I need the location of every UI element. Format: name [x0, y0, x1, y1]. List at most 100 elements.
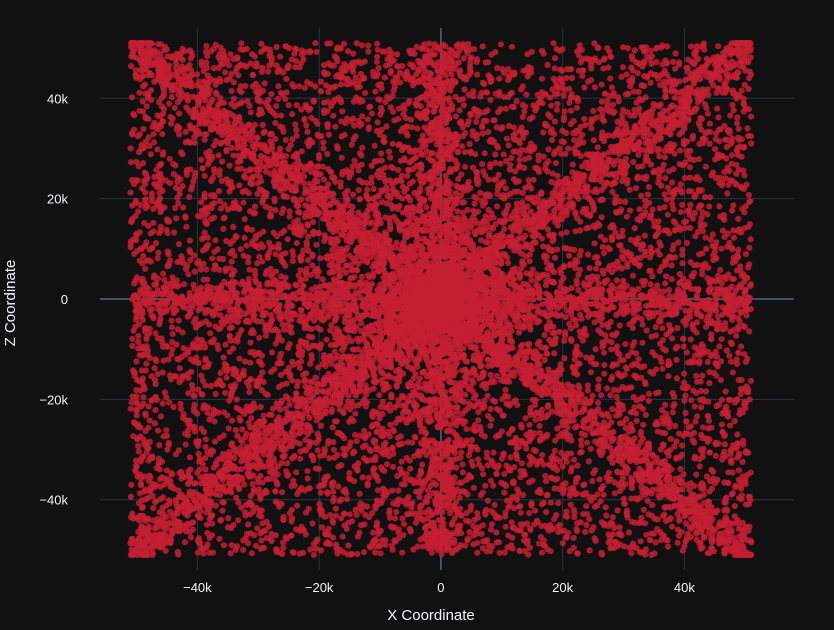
scatter-point	[596, 476, 603, 483]
scatter-point	[363, 180, 371, 187]
scatter-point	[678, 442, 686, 449]
scatter-point	[336, 497, 343, 504]
scatter-point	[521, 108, 528, 115]
scatter-point	[128, 94, 136, 101]
scatter-point	[633, 417, 640, 424]
scatter-point	[530, 176, 537, 183]
scatter-point	[487, 547, 494, 555]
scatter-point	[588, 527, 595, 534]
scatter-point	[275, 383, 282, 391]
scatter-point	[239, 426, 246, 433]
scatter-point	[314, 324, 321, 331]
scatter-point	[166, 399, 173, 406]
scatter-point	[699, 453, 706, 460]
scatter-point	[185, 271, 192, 278]
scatter-point	[623, 511, 631, 518]
scatter-point	[501, 470, 508, 478]
scatter-point	[680, 343, 687, 350]
scatter-point	[257, 473, 264, 480]
scatter-point	[715, 43, 722, 50]
scatter-point	[217, 205, 224, 212]
scatter-point	[741, 81, 748, 88]
scatter-point	[157, 209, 164, 216]
scatter-point	[297, 455, 304, 462]
scatter-point	[587, 445, 594, 452]
scatter-point	[567, 107, 575, 114]
scatter-point	[227, 51, 234, 58]
scatter-point	[511, 168, 519, 175]
scatter-point	[138, 403, 145, 410]
scatter-point	[181, 539, 189, 546]
scatter-point	[219, 507, 226, 514]
scatter-point	[390, 426, 397, 433]
scatter-point	[272, 112, 279, 119]
scatter-point	[573, 343, 580, 350]
scatter-point	[649, 273, 656, 280]
scatter-point	[241, 358, 249, 365]
scatter-point	[198, 391, 205, 398]
scatter-point	[182, 214, 189, 221]
scatter-point	[397, 157, 404, 164]
scatter-point	[568, 74, 576, 82]
scatter-point	[245, 419, 252, 427]
scatter-point	[261, 80, 268, 87]
scatter-point	[206, 534, 213, 542]
scatter-point	[742, 105, 749, 112]
scatter-point	[570, 534, 577, 542]
scatter-point	[544, 546, 551, 553]
scatter-point	[233, 396, 240, 403]
scatter-point	[487, 96, 494, 103]
scatter-point	[655, 218, 662, 225]
scatter-point	[220, 354, 227, 361]
scatter-point	[350, 115, 357, 122]
scatter-point	[135, 332, 142, 340]
scatter-point	[179, 329, 186, 336]
scatter-point	[211, 418, 218, 425]
scatter-point	[293, 469, 300, 476]
scatter-point	[314, 430, 321, 437]
scatter-point	[595, 399, 602, 406]
scatter-point	[259, 528, 266, 535]
scatter-point	[318, 524, 326, 531]
scatter-point	[517, 503, 524, 510]
scatter-point	[453, 464, 460, 471]
scatter-point	[713, 353, 721, 360]
scatter-point	[507, 161, 514, 169]
scatter-point	[331, 53, 338, 60]
scatter-point	[709, 231, 716, 238]
scatter-point	[639, 321, 646, 328]
scatter-point	[128, 481, 135, 488]
scatter-point	[298, 196, 305, 203]
scatter-point	[197, 266, 204, 273]
scatter-point	[616, 524, 623, 531]
scatter-point	[734, 114, 741, 121]
scatter-point	[522, 547, 529, 555]
scatter-point	[347, 439, 354, 446]
scatter-point	[186, 417, 193, 424]
scatter-point	[597, 233, 605, 240]
scatter-point	[578, 442, 585, 449]
scatter-point	[660, 161, 667, 168]
scatter-point	[377, 403, 384, 411]
scatter-point	[127, 189, 134, 196]
scatter-point	[375, 530, 382, 538]
scatter-point	[325, 370, 332, 378]
scatter-point	[175, 317, 182, 324]
scatter-point	[285, 146, 292, 153]
scatter-point	[191, 401, 198, 408]
scatter-point	[249, 241, 256, 248]
scatter-point	[364, 503, 371, 510]
scatter-point	[268, 349, 276, 356]
scatter-point	[501, 549, 508, 556]
scatter-point	[743, 181, 750, 188]
scatter-point	[526, 479, 533, 486]
scatter-point	[526, 154, 533, 161]
scatter-point	[680, 335, 687, 342]
scatter-point	[215, 152, 222, 159]
scatter-point	[349, 191, 357, 198]
scatter-point	[258, 40, 265, 47]
scatter-point	[697, 539, 704, 546]
scatter-point	[682, 520, 690, 527]
scatter-point	[519, 113, 526, 121]
scatter-point	[127, 159, 134, 166]
